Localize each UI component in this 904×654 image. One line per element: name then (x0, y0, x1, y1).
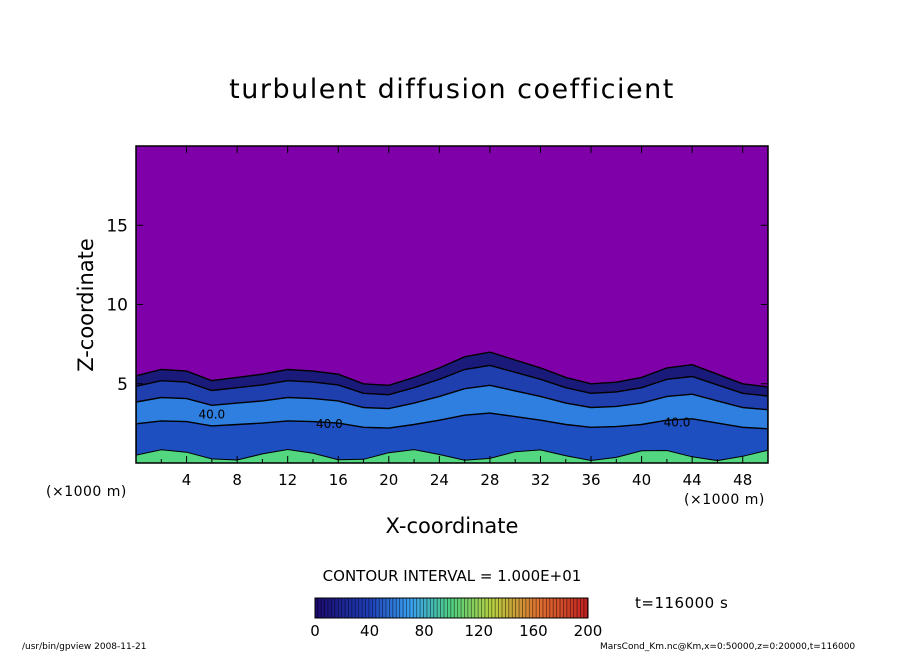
x-tick-label: 32 (531, 471, 550, 489)
x-tick-label: 12 (278, 471, 297, 489)
x-tick-label: 20 (379, 471, 398, 489)
boundary-layer (136, 351, 768, 463)
x-unit-label-left: (×1000 m) (46, 484, 127, 500)
colorbar (315, 598, 588, 618)
contour-label: 40.0 (198, 408, 225, 422)
x-tick-label: 40 (632, 471, 651, 489)
colorbar-tick-label: 40 (360, 622, 379, 640)
colorbar-tick-label: 200 (574, 622, 603, 640)
x-tick-label: 48 (733, 471, 752, 489)
footer-right: MarsCond_Km.nc@Km,x=0:50000,z=0:20000,t=… (600, 642, 856, 652)
colorbar-ticks: 0 40 80 120 160 200 (310, 622, 602, 640)
x-axis-label: X-coordinate (385, 514, 519, 538)
colorbar-tick-label: 160 (519, 622, 548, 640)
time-label: t=116000 s (635, 594, 729, 612)
colorbar-tick-label: 120 (464, 622, 493, 640)
y-tick-label: 5 (117, 375, 128, 395)
colorbar-tick-label: 80 (415, 622, 434, 640)
x-tick-label: 16 (329, 471, 348, 489)
x-tick-label: 24 (430, 471, 449, 489)
colorbar-contour-lines (317, 598, 588, 618)
x-axis-ticks: 4 8 12 16 20 24 28 32 36 40 44 48 (160, 146, 752, 489)
chart-title: turbulent diffusion coefficient (229, 74, 675, 105)
colorbar-frame (314, 597, 589, 619)
y-tick-label: 10 (106, 296, 128, 316)
y-axis-label: Z-coordinate (74, 238, 98, 372)
colorbar-tick-label: 0 (310, 622, 320, 640)
contour-label: 40.0 (664, 416, 691, 430)
contour-label: 40.0 (316, 417, 343, 431)
x-tick-label: 8 (232, 471, 242, 489)
contour-labels: 40.0 40.0 40.0 (198, 408, 690, 432)
x-tick-label: 4 (182, 471, 192, 489)
y-axis-ticks: 5 10 15 (106, 216, 768, 395)
y-tick-label: 15 (106, 216, 128, 236)
x-tick-label: 44 (683, 471, 702, 489)
contour-interval: CONTOUR INTERVAL = 1.000E+01 (322, 567, 582, 585)
x-unit-label-right: (×1000 m) (684, 492, 765, 508)
x-tick-label: 36 (581, 471, 600, 489)
x-tick-label: 28 (480, 471, 499, 489)
footer-left: /usr/bin/gpview 2008-11-21 (22, 642, 147, 652)
